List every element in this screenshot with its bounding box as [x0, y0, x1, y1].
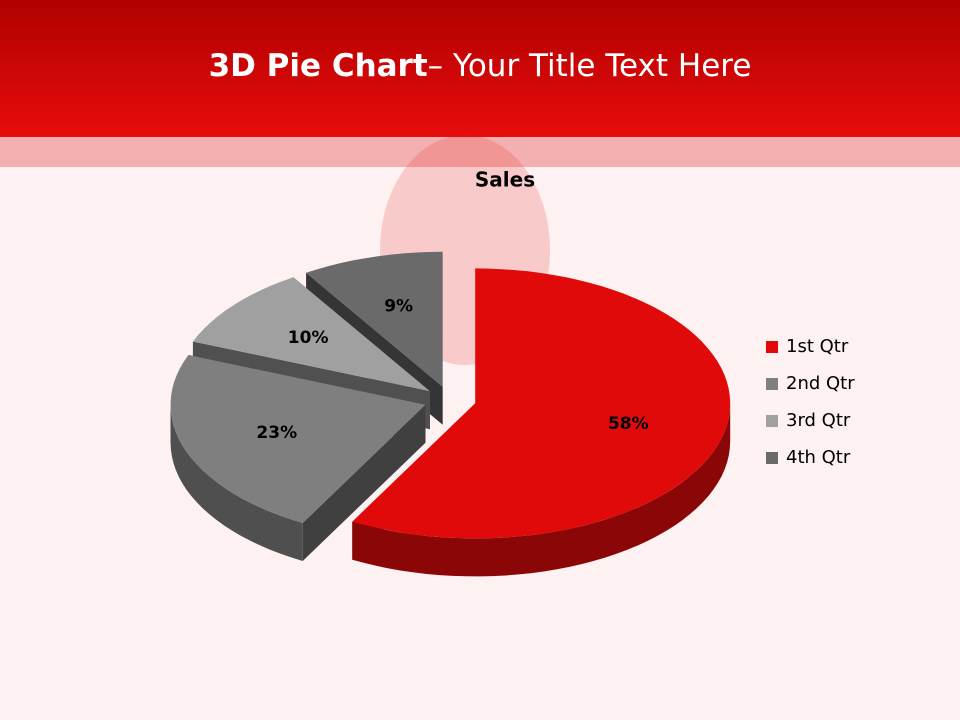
- legend-label: 3rd Qtr: [786, 410, 851, 431]
- title-rest: – Your Title Text Here: [427, 48, 752, 84]
- slice-rim: [170, 404, 303, 561]
- slice: [352, 268, 731, 539]
- slide-title: 3D Pie Chart– Your Title Text Here: [0, 48, 960, 84]
- legend-label: 4th Qtr: [786, 447, 851, 468]
- data-label: 9%: [384, 296, 413, 316]
- slice: [170, 355, 426, 523]
- slice: [306, 251, 443, 387]
- data-label: 10%: [288, 328, 329, 348]
- legend-label: 2nd Qtr: [786, 373, 855, 394]
- header-band: [0, 137, 960, 167]
- slice: [192, 277, 430, 392]
- data-label: 23%: [256, 423, 297, 443]
- slice-side-face: [302, 404, 426, 561]
- slice-rim: [352, 403, 731, 577]
- legend-swatch: [766, 341, 778, 353]
- legend-label: 1st Qtr: [786, 336, 849, 357]
- header-bar: [0, 0, 960, 137]
- title-bold: 3D Pie Chart: [208, 48, 428, 84]
- legend-swatch: [766, 452, 778, 464]
- chart-title: Sales: [475, 168, 535, 192]
- data-label: 58%: [608, 414, 649, 434]
- legend-swatch: [766, 415, 778, 427]
- legend-swatch: [766, 378, 778, 390]
